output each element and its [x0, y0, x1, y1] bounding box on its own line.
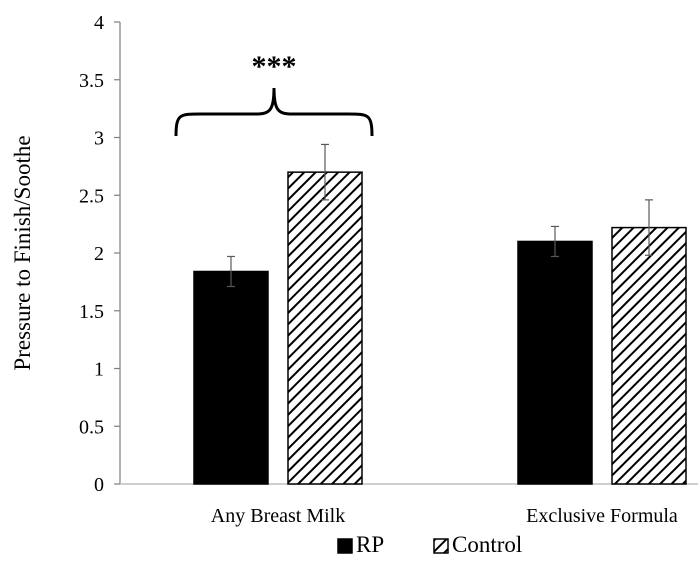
y-tick-label: 1: [94, 359, 104, 381]
y-tick-label: 0.5: [79, 416, 104, 438]
y-tick-group: 0 0.5 1 1.5 2 2.5 3 3.5 4: [79, 12, 120, 496]
y-tick-label: 3: [94, 128, 104, 150]
category-label: Exclusive Formula: [526, 505, 678, 527]
y-tick-label: 4: [94, 12, 104, 34]
legend: RP Control: [337, 532, 522, 557]
significance-annotation: ***: [174, 50, 374, 137]
y-axis-title: Pressure to Finish/Soothe: [10, 135, 35, 370]
legend-swatch-control: [433, 538, 449, 554]
y-tick-label: 1.5: [79, 301, 104, 323]
y-tick-label: 2.5: [79, 185, 104, 207]
legend-swatch-rp: [337, 538, 353, 554]
significance-bracket: [174, 87, 374, 137]
legend-label: Control: [452, 532, 522, 557]
bar-control-0: [287, 171, 363, 485]
bar-rp-1: [517, 240, 593, 485]
bar-rp-0: [193, 270, 269, 485]
y-tick-label: 2: [94, 243, 104, 265]
error-bars-group: [227, 143, 653, 288]
category-labels: Any Breast Milk Exclusive Formula: [211, 505, 678, 527]
y-tick-label: 0: [94, 474, 104, 496]
bars-group: [193, 171, 687, 485]
significance-label: ***: [252, 50, 297, 83]
bar-control-1: [611, 226, 687, 485]
category-label: Any Breast Milk: [211, 505, 345, 527]
y-tick-label: 3.5: [79, 70, 104, 92]
legend-label: RP: [356, 532, 384, 557]
